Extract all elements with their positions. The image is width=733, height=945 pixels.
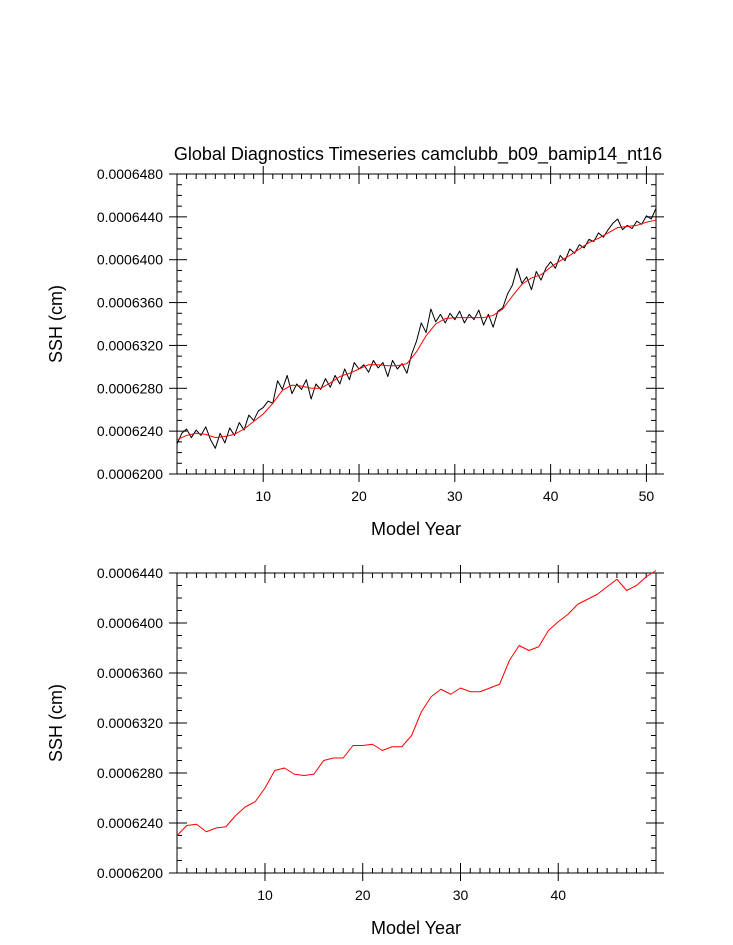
y-tick-label: 0.0006400 <box>97 252 163 268</box>
y-tick-label: 0.0006240 <box>97 423 163 439</box>
tick-labels: 10 20 30 40 0.0006200 0.0006240 0.0006280 0.000… <box>97 565 566 903</box>
y-axis-title: SSH (cm) <box>46 684 66 762</box>
axis-ticks <box>169 565 664 881</box>
chart-title: Global Diagnostics Timeseries camclubb_b… <box>174 144 662 165</box>
axis-ticks <box>169 166 664 482</box>
x-axis-title: Model Year <box>371 918 461 938</box>
x-tick-label: 20 <box>355 887 371 903</box>
series-group <box>176 208 657 449</box>
series-line-0 <box>176 208 657 449</box>
x-tick-label: 30 <box>453 887 469 903</box>
y-tick-label: 0.0006400 <box>97 615 163 631</box>
y-tick-label: 0.0006280 <box>97 765 163 781</box>
chart-panel-bottom: Model Year SSH (cm) 10 20 30 40 0.0006200 0.0… <box>46 565 664 938</box>
x-tick-label: 40 <box>543 488 559 504</box>
series-line-1 <box>176 219 657 441</box>
chart-panel-top: Global Diagnostics Timeseries camclubb_b… <box>46 144 664 539</box>
x-tick-label: 30 <box>447 488 463 504</box>
y-axis-title: SSH (cm) <box>46 285 66 363</box>
x-tick-label: 50 <box>639 488 655 504</box>
plot-frame <box>176 173 657 475</box>
y-tick-label: 0.0006440 <box>97 565 163 581</box>
y-tick-label: 0.0006240 <box>97 815 163 831</box>
x-tick-label: 10 <box>255 488 271 504</box>
y-tick-label: 0.0006480 <box>97 166 163 182</box>
y-tick-label: 0.0006200 <box>97 466 163 482</box>
y-tick-label: 0.0006200 <box>97 865 163 881</box>
x-tick-label: 40 <box>550 887 566 903</box>
x-axis-title: Model Year <box>371 519 461 539</box>
series-line-0 <box>176 570 657 836</box>
y-tick-label: 0.0006360 <box>97 665 163 681</box>
x-tick-label: 10 <box>257 887 273 903</box>
y-tick-label: 0.0006360 <box>97 295 163 311</box>
y-tick-label: 0.0006280 <box>97 380 163 396</box>
y-tick-label: 0.0006320 <box>97 337 163 353</box>
y-tick-label: 0.0006320 <box>97 715 163 731</box>
y-tick-label: 0.0006440 <box>97 209 163 225</box>
series-group <box>176 570 657 836</box>
tick-labels: 10 20 30 40 50 0.0006200 0.0006240 0.0006280 0.0… <box>97 166 655 504</box>
x-tick-label: 20 <box>351 488 367 504</box>
